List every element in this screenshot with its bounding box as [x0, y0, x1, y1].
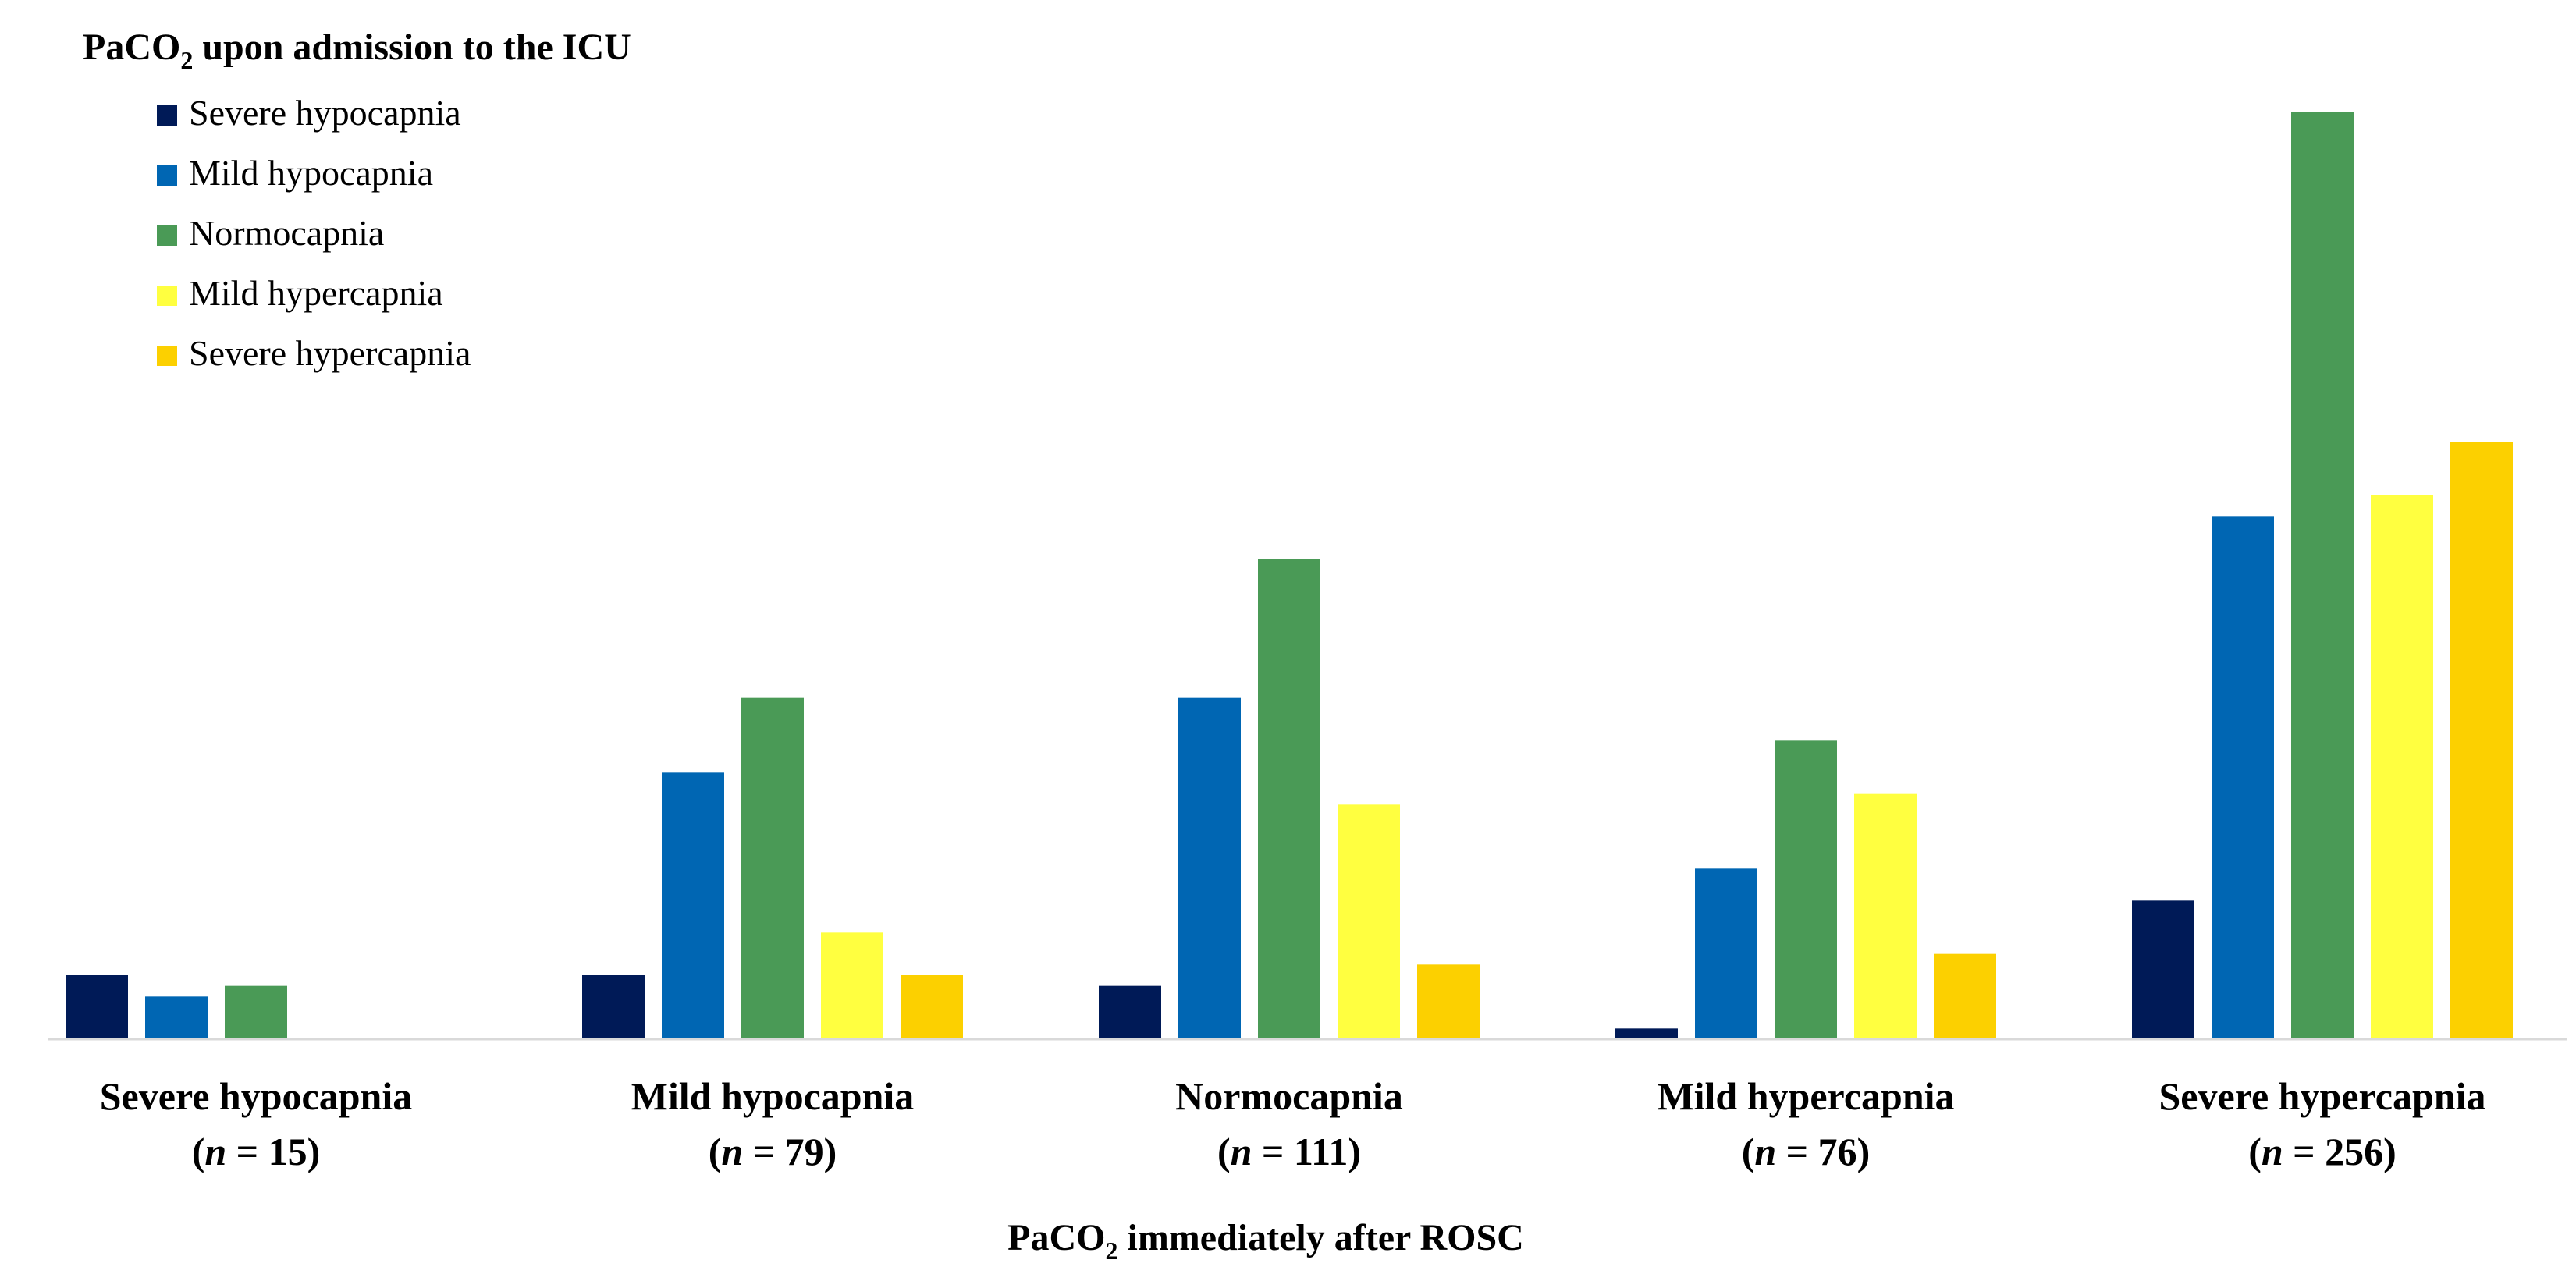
bar — [662, 772, 724, 1039]
category-count: (n = 76) — [1742, 1130, 1871, 1173]
bar — [1934, 953, 1996, 1039]
bar — [1099, 985, 1161, 1039]
x-axis-title-pre: PaCO — [1007, 1217, 1105, 1258]
legend-swatch — [157, 105, 177, 126]
legend-label: Mild hypercapnia — [189, 273, 443, 313]
legend-label: Severe hypercapnia — [189, 333, 471, 373]
category-label: Normocapnia — [1175, 1074, 1403, 1118]
legend-title-post: upon admission to the ICU — [193, 27, 631, 68]
bar — [2371, 495, 2433, 1039]
category-label: Mild hypercapnia — [1657, 1074, 1954, 1118]
legend-title: PaCO2 upon admission to the ICU — [83, 27, 631, 74]
bar — [1417, 964, 1480, 1039]
bar — [1338, 804, 1400, 1039]
category-count: (n = 15) — [192, 1130, 321, 1173]
legend-items: Severe hypocapnia Mild hypocapnia Normocap… — [157, 93, 471, 373]
bar — [821, 932, 883, 1039]
legend-item: Normocapnia — [157, 213, 384, 253]
bar-group — [1099, 559, 1480, 1039]
bar — [1854, 793, 1917, 1039]
category-count: (n = 79) — [709, 1130, 837, 1173]
bar — [66, 975, 128, 1039]
bar — [2212, 516, 2274, 1039]
legend-item: Severe hypercapnia — [157, 333, 471, 373]
category-count: (n = 111) — [1217, 1130, 1361, 1173]
bar — [1258, 559, 1320, 1039]
bars — [66, 112, 2513, 1039]
category-label: Severe hypercapnia — [2159, 1074, 2486, 1118]
bar — [1775, 740, 1837, 1039]
bar — [901, 975, 963, 1039]
legend-swatch — [157, 346, 177, 366]
bar — [1695, 868, 1757, 1039]
category-labels: Severe hypocapnia (n = 15) Mild hypocapnia… — [100, 1074, 2486, 1173]
legend-title-pre: PaCO — [83, 27, 180, 68]
legend-item: Severe hypocapnia — [157, 93, 461, 133]
legend-swatch — [157, 225, 177, 246]
bar-group — [1615, 740, 1996, 1039]
legend-label: Normocapnia — [189, 213, 384, 253]
legend-swatch — [157, 165, 177, 186]
legend: PaCO2 upon admission to the ICU Severe h… — [83, 27, 631, 373]
category-count: (n = 256) — [2248, 1130, 2397, 1173]
bar — [741, 697, 804, 1039]
bar-group — [582, 697, 963, 1039]
bar — [2450, 442, 2513, 1039]
bar — [145, 996, 208, 1039]
bar — [1178, 697, 1241, 1039]
legend-label: Mild hypocapnia — [189, 153, 433, 193]
x-axis-title: PaCO2 immediately after ROSC — [1007, 1217, 1524, 1265]
bar-group — [66, 975, 287, 1039]
category-label: Mild hypocapnia — [631, 1074, 915, 1118]
bar — [225, 985, 287, 1039]
bar — [582, 975, 645, 1039]
legend-item: Mild hypercapnia — [157, 273, 443, 313]
legend-label: Severe hypocapnia — [189, 93, 461, 133]
x-axis-title-post: immediately after ROSC — [1117, 1217, 1523, 1258]
bar — [2132, 900, 2194, 1039]
bar — [2291, 112, 2354, 1039]
category-label: Severe hypocapnia — [100, 1074, 413, 1118]
bar — [1615, 1028, 1678, 1039]
legend-swatch — [157, 286, 177, 306]
x-axis-title-sub: 2 — [1105, 1237, 1117, 1265]
bar-group — [2132, 112, 2513, 1039]
legend-title-sub: 2 — [180, 46, 193, 74]
legend-item: Mild hypocapnia — [157, 153, 433, 193]
